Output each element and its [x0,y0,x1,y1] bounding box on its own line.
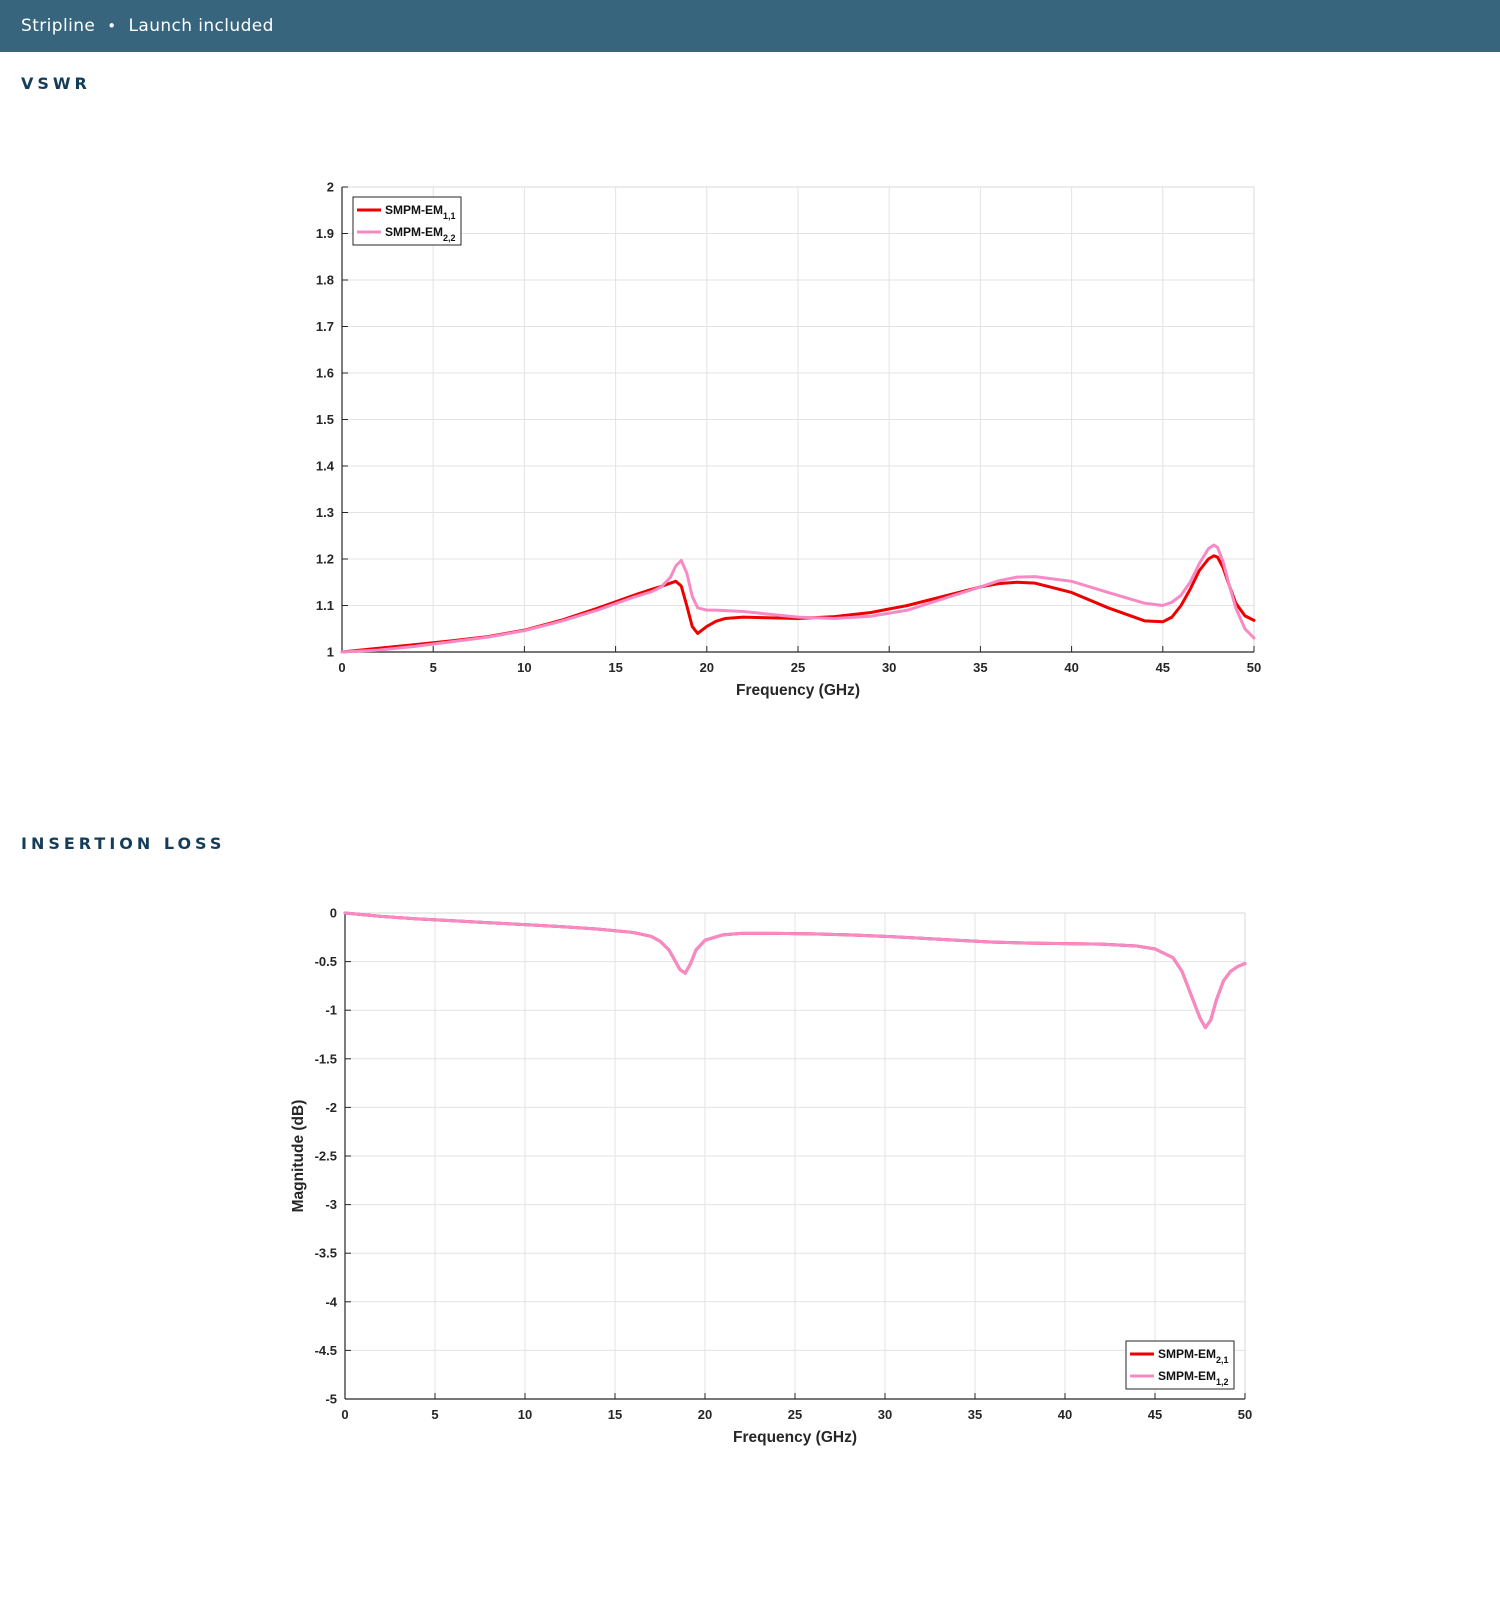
x-tick-label: 45 [1148,1407,1162,1422]
x-tick-label: 5 [430,660,437,675]
top-header-bar: Stripline • Launch included [0,0,1500,52]
y-tick-label: 1.1 [316,598,334,613]
legend-box [352,196,462,246]
legend-entry: SMPM-EM2,2 [385,225,456,243]
y-tick-label: -1 [325,1003,337,1018]
y-tick-label: -2.5 [315,1149,337,1164]
y-tick-label: -1.5 [315,1051,337,1066]
y-tick-label: -3 [325,1197,337,1212]
vswr-chart: 0 5 10 15 20 25 30 35 40 45 50 1 1.1 1.2 1.3 1.4 1.5 1.6 1… [316,180,1261,700]
x-tick-label: 20 [700,660,714,675]
y-tick-label: 2 [327,180,334,195]
legend-entry: SMPM-EM2,1 [1158,1347,1229,1365]
x-tick-label: 50 [1247,660,1261,675]
vswr-legend: SMPM-EM1,1 SMPM-EM2,2 [352,196,462,246]
insertion-loss-section-title: INSERTION LOSS [21,834,226,853]
x-tick-label: 30 [882,660,896,675]
insertion-loss-y-axis-label: Magnitude (dB) [290,1100,307,1213]
y-tick-label: 1.4 [316,459,335,474]
header-separator: • [107,17,117,35]
insertion-loss-grid [344,912,1246,1400]
x-tick-label: 10 [517,660,531,675]
x-tick-label: 20 [698,1407,712,1422]
x-tick-label: 25 [791,660,805,675]
y-tick-label: -0.5 [315,954,337,969]
y-tick-label: 1.9 [316,226,334,241]
insertion-loss-x-axis-label: Frequency (GHz) [733,1429,857,1446]
header-item-launch: Launch included [128,16,274,36]
y-tick-label: 1.6 [316,366,334,381]
y-tick-label: 1.8 [316,273,334,288]
legend-entry: SMPM-EM1,1 [385,203,456,221]
x-tick-label: 40 [1064,660,1078,675]
legend-box [1125,1340,1235,1390]
x-tick-label: 0 [341,1407,348,1422]
x-tick-label: 50 [1238,1407,1252,1422]
x-tick-label: 5 [431,1407,438,1422]
y-tick-label: 1.7 [316,319,334,334]
y-tick-label: -5 [325,1392,337,1407]
y-tick-label: 1 [327,645,334,660]
vswr-series-line-1 [340,543,1256,654]
x-tick-label: 25 [788,1407,802,1422]
insertion-loss-series-line-1 [343,911,1247,1030]
vswr-section-title: VSWR [21,74,91,93]
x-tick-label: 45 [1156,660,1170,675]
insertion-loss-chart: 0 5 10 15 20 25 30 35 40 45 50 0 -0.5 -1 -1.5 -2 -2.5 -3 -… [290,906,1252,1447]
y-tick-label: 1.2 [316,552,334,567]
x-tick-label: 40 [1058,1407,1072,1422]
x-tick-label: 15 [608,660,622,675]
y-tick-label: 0 [330,906,337,921]
y-tick-label: -3.5 [315,1246,337,1261]
x-tick-label: 10 [518,1407,532,1422]
x-tick-label: 0 [338,660,345,675]
legend-entry: SMPM-EM1,2 [1158,1369,1229,1387]
header-item-stripline: Stripline [21,16,96,36]
vswr-series-line-0 [340,554,1256,654]
y-tick-label: 1.5 [316,412,334,427]
y-tick-label: -2 [325,1100,337,1115]
vswr-grid [341,186,1255,653]
vswr-x-axis-label: Frequency (GHz) [736,682,860,699]
y-tick-label: -4.5 [315,1343,337,1358]
x-tick-label: 35 [973,660,987,675]
x-tick-label: 35 [968,1407,982,1422]
x-tick-label: 30 [878,1407,892,1422]
x-tick-label: 15 [608,1407,622,1422]
y-tick-label: -4 [325,1294,337,1309]
y-tick-label: 1.3 [316,505,334,520]
insertion-loss-legend: SMPM-EM2,1 SMPM-EM1,2 [1125,1340,1235,1390]
